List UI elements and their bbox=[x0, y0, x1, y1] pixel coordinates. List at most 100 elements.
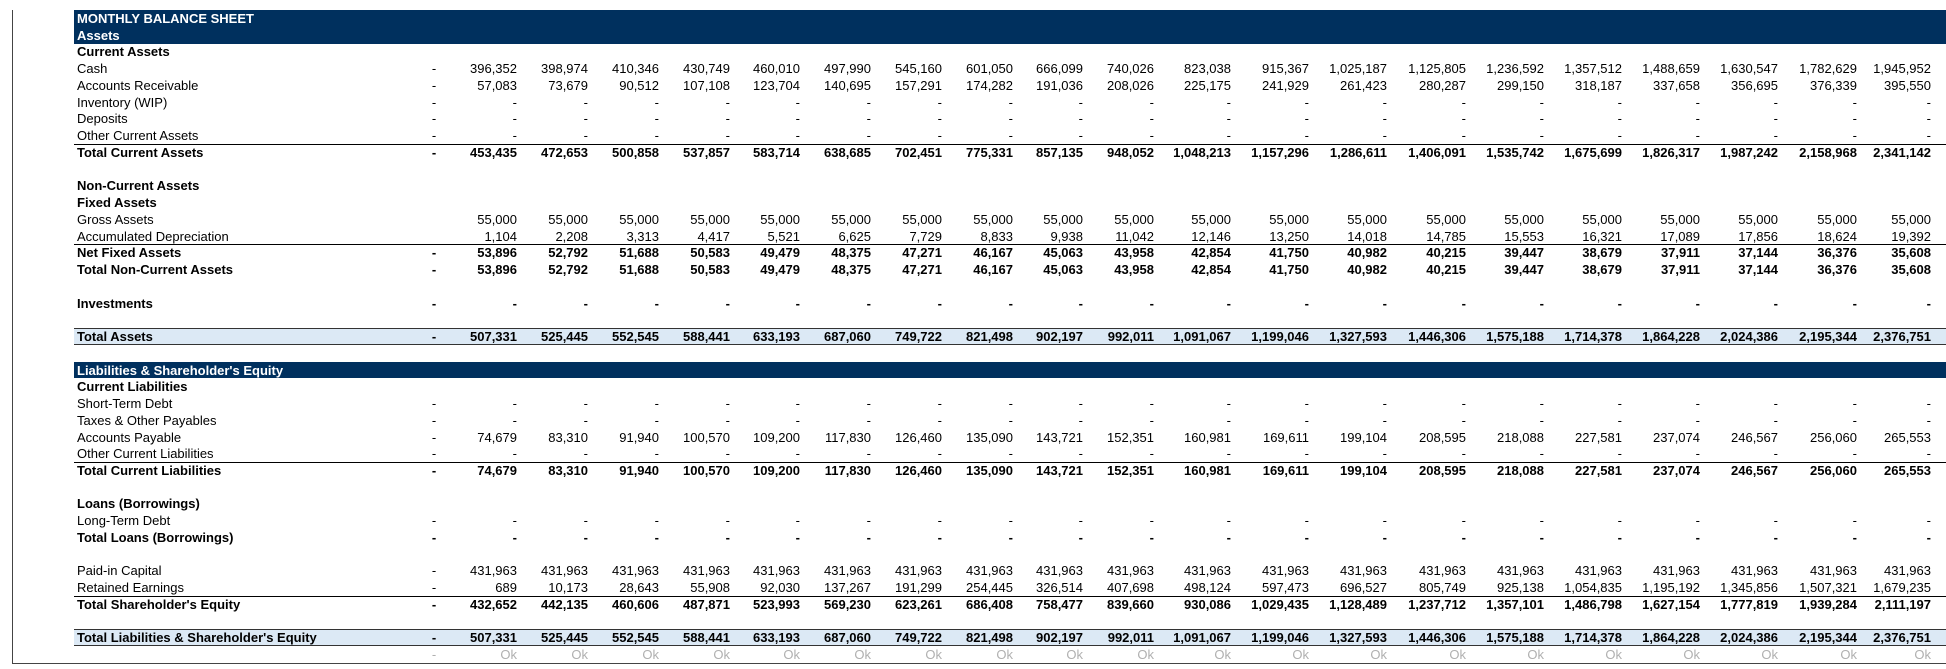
cell: - bbox=[1382, 412, 1387, 428]
cell: - bbox=[1695, 513, 1700, 529]
cell: 7,729 bbox=[909, 228, 942, 244]
cell: - bbox=[1382, 128, 1387, 144]
cell: 1,237,712 bbox=[1408, 596, 1466, 612]
cell: 410,346 bbox=[612, 61, 659, 77]
cell: - bbox=[654, 412, 659, 428]
cell: 261,423 bbox=[1340, 77, 1387, 93]
cell: 597,473 bbox=[1262, 580, 1309, 596]
cell: - bbox=[431, 77, 437, 93]
row-label: Assets bbox=[77, 27, 120, 43]
cell: - bbox=[937, 396, 942, 412]
cell: - bbox=[654, 513, 659, 529]
cell: 10,173 bbox=[548, 580, 588, 596]
cell: 1,345,856 bbox=[1720, 580, 1778, 596]
cell: 55,000 bbox=[1504, 211, 1544, 227]
cell: 40,215 bbox=[1426, 262, 1466, 278]
cell: - bbox=[1461, 396, 1466, 412]
cell: - bbox=[1226, 396, 1231, 412]
row-label: Investments bbox=[77, 295, 153, 311]
cell: 157,291 bbox=[895, 77, 942, 93]
cell: - bbox=[431, 563, 437, 579]
row-label: Accumulated Depreciation bbox=[77, 228, 229, 244]
cell: 51,688 bbox=[619, 262, 659, 278]
cell: 902,197 bbox=[1036, 329, 1083, 345]
cell: 431,963 bbox=[1262, 563, 1309, 579]
cell: 376,339 bbox=[1810, 77, 1857, 93]
cell: - bbox=[1926, 513, 1931, 529]
cell: 633,193 bbox=[753, 630, 800, 646]
cell: 442,135 bbox=[541, 596, 588, 612]
cell: - bbox=[431, 128, 437, 144]
cell: 1,575,188 bbox=[1486, 630, 1544, 646]
cell: - bbox=[1617, 513, 1622, 529]
cell: 431,963 bbox=[1419, 563, 1466, 579]
cell: 50,583 bbox=[690, 262, 730, 278]
cell: Ok bbox=[1761, 647, 1778, 663]
cell: - bbox=[1078, 128, 1083, 144]
cell: - bbox=[431, 529, 437, 545]
cell: - bbox=[1226, 128, 1231, 144]
row-label: Non-Current Assets bbox=[77, 178, 200, 194]
cell: Ok bbox=[1370, 647, 1387, 663]
cell: - bbox=[1695, 128, 1700, 144]
cell: 55,908 bbox=[690, 580, 730, 596]
cell: - bbox=[1008, 412, 1013, 428]
cell: 431,963 bbox=[1036, 563, 1083, 579]
cell: 49,479 bbox=[760, 245, 800, 261]
cell: 37,144 bbox=[1738, 245, 1778, 261]
cell: 326,514 bbox=[1036, 580, 1083, 596]
row-label: Short-Term Debt bbox=[77, 396, 173, 412]
cell: - bbox=[431, 446, 437, 462]
cell: 2,208 bbox=[555, 228, 588, 244]
cell: 431,963 bbox=[683, 563, 730, 579]
cell: 1,864,228 bbox=[1642, 630, 1700, 646]
left-border bbox=[12, 10, 13, 663]
cell: - bbox=[431, 412, 437, 428]
cell: - bbox=[1226, 111, 1231, 127]
cell: 805,749 bbox=[1419, 580, 1466, 596]
cell: 227,581 bbox=[1575, 462, 1622, 478]
cell: 17,856 bbox=[1738, 228, 1778, 244]
cell: - bbox=[1149, 128, 1154, 144]
cell: 40,215 bbox=[1426, 245, 1466, 261]
row-label: Other Current Liabilities bbox=[77, 446, 214, 462]
cell: 19,392 bbox=[1891, 228, 1931, 244]
cell: - bbox=[866, 513, 871, 529]
cell: 52,792 bbox=[548, 245, 588, 261]
cell: 432,652 bbox=[470, 596, 517, 612]
cell: 55,000 bbox=[973, 211, 1013, 227]
cell: Ok bbox=[713, 647, 730, 663]
cell: - bbox=[1539, 295, 1544, 311]
cell: - bbox=[1078, 513, 1083, 529]
cell: 117,830 bbox=[824, 462, 871, 478]
cell: - bbox=[1617, 111, 1622, 127]
cell: - bbox=[866, 412, 871, 428]
cell: - bbox=[1008, 529, 1013, 545]
cell: 55,000 bbox=[548, 211, 588, 227]
cell: Ok bbox=[854, 647, 871, 663]
cell: - bbox=[431, 630, 437, 646]
cell: - bbox=[795, 94, 800, 110]
cell: 740,026 bbox=[1107, 61, 1154, 77]
cell: 143,721 bbox=[1036, 429, 1083, 445]
cell: Ok bbox=[571, 647, 588, 663]
cell: 299,150 bbox=[1497, 77, 1544, 93]
cell: 50,583 bbox=[690, 245, 730, 261]
cell: 135,090 bbox=[966, 429, 1013, 445]
cell: 687,060 bbox=[824, 630, 871, 646]
cell: - bbox=[1926, 128, 1931, 144]
cell: 16,321 bbox=[1582, 228, 1622, 244]
cell: - bbox=[1926, 446, 1931, 462]
cell: 12,146 bbox=[1191, 228, 1231, 244]
cell: 460,606 bbox=[612, 596, 659, 612]
cell: 140,695 bbox=[824, 77, 871, 93]
cell: 1,627,154 bbox=[1642, 596, 1700, 612]
cell: - bbox=[1617, 396, 1622, 412]
cell: - bbox=[866, 111, 871, 127]
cell: 1,327,593 bbox=[1329, 329, 1387, 345]
cell: 1,199,046 bbox=[1251, 630, 1309, 646]
cell: 17,089 bbox=[1660, 228, 1700, 244]
cell: - bbox=[1382, 94, 1387, 110]
cell: 2,341,142 bbox=[1873, 144, 1931, 160]
cell: - bbox=[1226, 529, 1231, 545]
